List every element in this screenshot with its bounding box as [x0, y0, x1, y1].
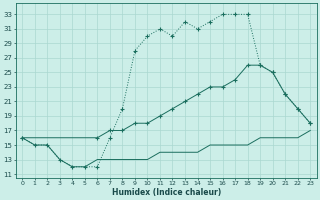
X-axis label: Humidex (Indice chaleur): Humidex (Indice chaleur) — [112, 188, 221, 197]
